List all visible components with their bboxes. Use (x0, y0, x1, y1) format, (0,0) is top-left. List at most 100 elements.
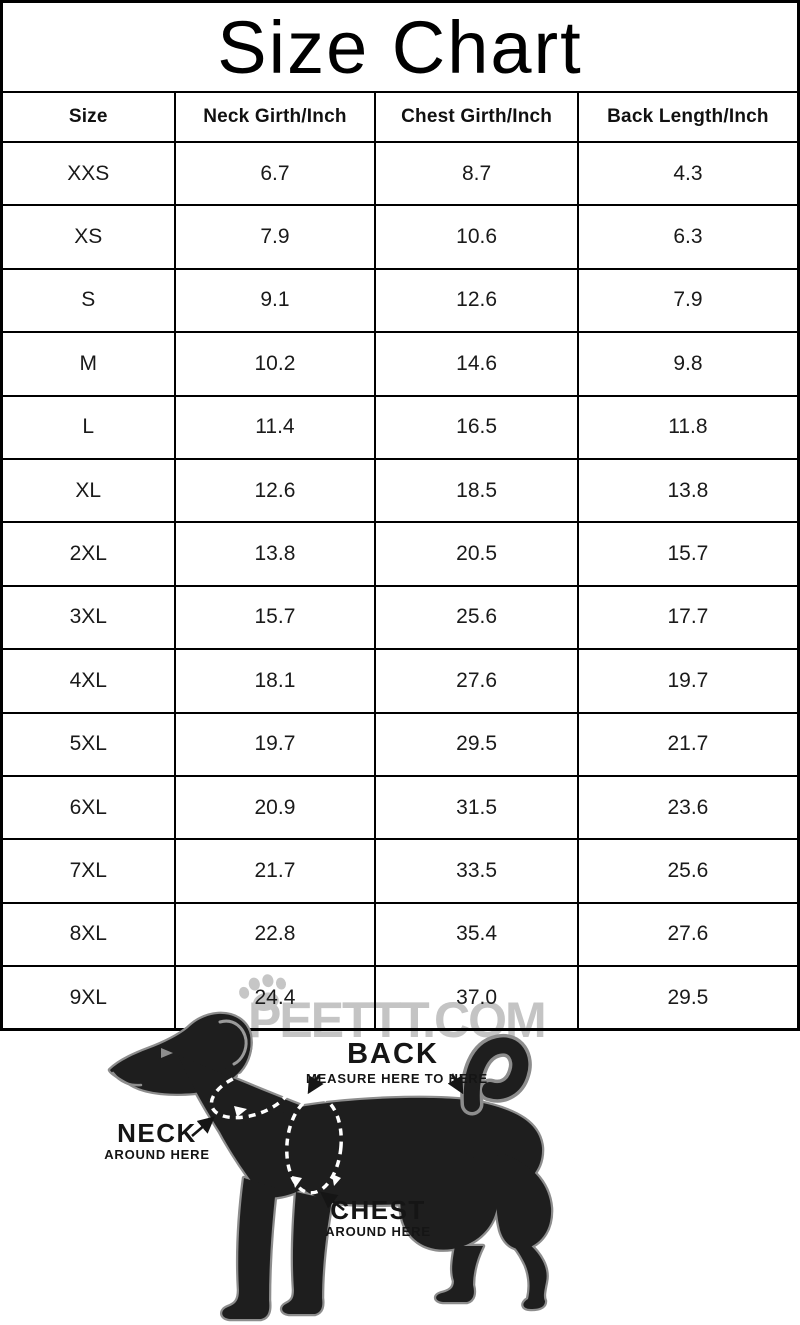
value-cell: 15.7 (576, 521, 797, 587)
value-cell: 37.0 (374, 965, 579, 1029)
value-cell: 18.1 (173, 648, 377, 714)
back-arrow-left (307, 1074, 324, 1095)
size-cell: 8XL (3, 901, 176, 968)
value-cell: 12.6 (173, 457, 377, 524)
table-row: 2XL 13.8 20.5 15.7 (3, 521, 797, 587)
value-cell: 13.8 (173, 521, 377, 587)
neck-sublabel: AROUND HERE (104, 1147, 210, 1162)
value-cell: 25.6 (576, 838, 797, 904)
value-cell: 7.9 (173, 204, 377, 270)
size-table-body: XXS 6.7 8.7 4.3 XS 7.9 10.6 6.3 S 9.1 12.6 7.9 M 10.2… (3, 140, 797, 1029)
value-cell: 20.9 (173, 774, 377, 841)
chest-sublabel: AROUND HERE (325, 1224, 431, 1239)
value-cell: 11.8 (576, 394, 797, 460)
value-cell: 9.8 (576, 331, 797, 397)
table-row: XS 7.9 10.6 6.3 (3, 204, 797, 270)
table-row: 9XL 24.4 37.0 29.5 (3, 965, 797, 1029)
value-cell: 7.9 (576, 267, 797, 334)
size-cell: 5XL (3, 711, 176, 777)
value-cell: 17.7 (576, 584, 797, 651)
column-header: Chest Girth/Inch (374, 93, 579, 143)
mouth-line (111, 1071, 143, 1087)
back-sublabel: MEASURE HERE TO HERE (306, 1071, 488, 1086)
value-cell: 13.8 (576, 457, 797, 524)
size-cell: 2XL (3, 521, 176, 587)
page-title: Size Chart (3, 3, 797, 93)
size-table-head: Size Neck Girth/Inch Chest Girth/Inch Back … (3, 93, 797, 143)
back-label: BACK (347, 1038, 439, 1070)
column-header: Back Length/Inch (576, 93, 797, 143)
value-cell: 33.5 (374, 838, 579, 904)
size-cell: 3XL (3, 584, 176, 651)
value-cell: 23.6 (576, 774, 797, 841)
value-cell: 6.7 (173, 140, 377, 207)
value-cell: 14.6 (374, 331, 579, 397)
value-cell: 35.4 (374, 901, 579, 968)
value-cell: 24.4 (173, 965, 377, 1029)
value-cell: 10.2 (173, 331, 377, 397)
size-table: Size Neck Girth/Inch Chest Girth/Inch Back … (3, 93, 797, 1029)
neck-ellipse-arrowhead (234, 1106, 247, 1117)
chest-label: CHEST (330, 1195, 426, 1225)
back-arrow-right (447, 1073, 464, 1095)
neck-arrow (191, 1116, 215, 1137)
dog-measurement-diagram: BACK MEASURE HERE TO HERE NECK AROUND HE… (104, 1010, 800, 1325)
table-row: XL 12.6 18.5 13.8 (3, 457, 797, 524)
table-row: L 11.4 16.5 11.8 (3, 394, 797, 460)
value-cell: 21.7 (173, 838, 377, 904)
value-cell: 9.1 (173, 267, 377, 334)
value-cell: 22.8 (173, 901, 377, 968)
value-cell: 16.5 (374, 394, 579, 460)
size-cell: XS (3, 204, 176, 270)
size-cell: 7XL (3, 838, 176, 904)
chest-ellipse-arrowhead-right (332, 1174, 341, 1186)
table-row: 5XL 19.7 29.5 21.7 (3, 711, 797, 777)
column-header: Size (3, 93, 176, 143)
value-cell: 19.7 (576, 648, 797, 714)
dog-silhouette (110, 1014, 551, 1319)
value-cell: 27.6 (374, 648, 579, 714)
table-row: 4XL 18.1 27.6 19.7 (3, 648, 797, 714)
value-cell: 10.6 (374, 204, 579, 270)
value-cell: 31.5 (374, 774, 579, 841)
value-cell: 18.5 (374, 457, 579, 524)
size-cell: M (3, 331, 176, 397)
value-cell: 29.5 (374, 711, 579, 777)
value-cell: 4.3 (576, 140, 797, 207)
table-row: XXS 6.7 8.7 4.3 (3, 140, 797, 207)
value-cell: 19.7 (173, 711, 377, 777)
value-cell: 29.5 (576, 965, 797, 1029)
column-header: Neck Girth/Inch (173, 93, 377, 143)
value-cell: 11.4 (173, 394, 377, 460)
table-row: S 9.1 12.6 7.9 (3, 267, 797, 334)
size-cell: S (3, 267, 176, 334)
size-chart-table-container: Size Chart Size Neck Girth/Inch Chest Girt… (0, 0, 800, 1032)
chest-ellipse-arrowhead-left (292, 1176, 302, 1188)
value-cell: 27.6 (576, 901, 797, 968)
neck-label: NECK (117, 1118, 197, 1148)
size-cell: 6XL (3, 774, 176, 841)
table-row: 3XL 15.7 25.6 17.7 (3, 584, 797, 651)
table-row: 6XL 20.9 31.5 23.6 (3, 774, 797, 841)
value-cell: 8.7 (374, 140, 579, 207)
table-row: M 10.2 14.6 9.8 (3, 331, 797, 397)
eye (161, 1048, 173, 1058)
ear-inner-line (218, 1019, 248, 1066)
value-cell: 15.7 (173, 584, 377, 651)
value-cell: 6.3 (576, 204, 797, 270)
table-row: 7XL 21.7 33.5 25.6 (3, 838, 797, 904)
header-row: Size Neck Girth/Inch Chest Girth/Inch Back … (3, 93, 797, 143)
value-cell: 12.6 (374, 267, 579, 334)
size-cell: 9XL (3, 965, 176, 1029)
size-cell: XXS (3, 140, 176, 207)
value-cell: 21.7 (576, 711, 797, 777)
value-cell: 20.5 (374, 521, 579, 587)
size-cell: L (3, 394, 176, 460)
size-cell: 4XL (3, 648, 176, 714)
size-cell: XL (3, 457, 176, 524)
neck-measure-ellipse (209, 1068, 293, 1120)
chest-measure-ellipse (285, 1095, 343, 1195)
table-row: 8XL 22.8 35.4 27.6 (3, 901, 797, 968)
value-cell: 25.6 (374, 584, 579, 651)
